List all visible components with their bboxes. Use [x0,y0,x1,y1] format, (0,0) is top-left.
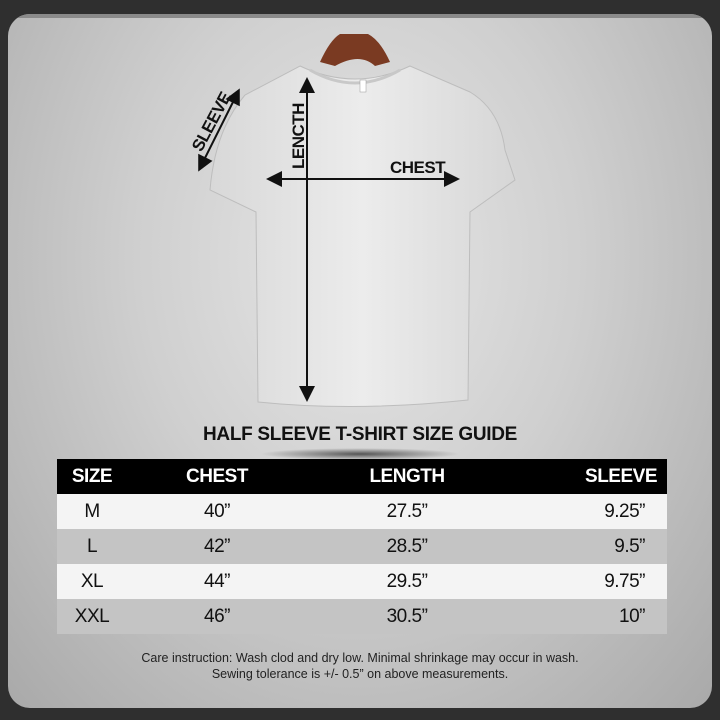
cell-chest: 40” [127,494,307,529]
sleeve-arrow [198,88,240,172]
hanger [320,34,390,66]
chest-label: CHEST [390,158,446,177]
length-label: LENCTH [288,103,308,169]
top-border [8,14,712,18]
cell-size: XXL [57,599,127,634]
cell-length: 27.5” [307,494,507,529]
title-shadow [260,448,460,460]
cell-sleeve: 9.5” [507,529,667,564]
footer-notes: Care instruction: Wash clod and dry low.… [0,650,720,682]
header-chest: CHEST [127,459,307,494]
table-header: SIZE CHEST LENGTH SLEEVE [57,459,667,494]
cell-length: 29.5” [307,564,507,599]
header-length: LENGTH [307,459,507,494]
size-table: SIZE CHEST LENGTH SLEEVE M 40” 27.5” 9.2… [57,459,667,634]
header-size: SIZE [57,459,127,494]
cell-size: M [57,494,127,529]
size-guide-title: HALF SLEEVE T-SHIRT SIZE GUIDE [202,424,518,445]
table-row: XL 44” 29.5” 9.75” [57,564,667,599]
table-row: XXL 46” 30.5” 10” [57,599,667,634]
care-instruction: Care instruction: Wash clod and dry low.… [141,651,579,665]
header-sleeve: SLEEVE [507,459,667,494]
cell-size: L [57,529,127,564]
cell-chest: 46” [127,599,307,634]
table-row: L 42” 28.5” 9.5” [57,529,667,564]
cell-length: 28.5” [307,529,507,564]
table-row: M 40” 27.5” 9.25” [57,494,667,529]
tshirt-illustration [198,34,516,408]
cell-sleeve: 10” [507,599,667,634]
shirt-body [209,65,516,408]
cell-chest: 44” [127,564,307,599]
sewing-tolerance: Sewing tolerance is +/- 0.5” on above me… [211,667,509,681]
cell-length: 30.5” [307,599,507,634]
cell-sleeve: 9.75” [507,564,667,599]
cell-sleeve: 9.25” [507,494,667,529]
cell-chest: 42” [127,529,307,564]
cell-size: XL [57,564,127,599]
